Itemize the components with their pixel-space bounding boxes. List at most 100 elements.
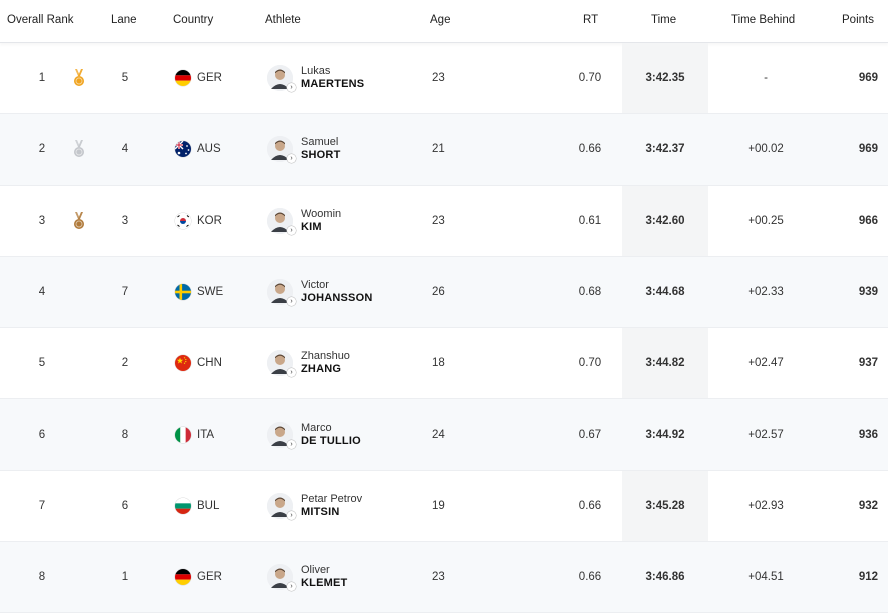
- age-value: 21: [432, 143, 445, 156]
- athlete-last-name[interactable]: KIM: [301, 220, 322, 233]
- athlete-cell[interactable]: › Oliver KLEMET: [267, 564, 348, 592]
- rt-value: 0.70: [578, 357, 602, 370]
- table-row[interactable]: 7 6 BUL › Petar Petrov MITSIN 19 0.6: [0, 471, 888, 543]
- points-value: 969: [858, 72, 878, 85]
- country-cell: KOR: [175, 212, 222, 229]
- table-row[interactable]: 2 4 AUS › Samuel SHORT 21 0.66 3: [0, 114, 888, 186]
- rt-value: 0.66: [578, 143, 602, 156]
- rank-value: 8: [38, 571, 46, 584]
- athlete-first-name[interactable]: Victor: [301, 279, 329, 292]
- athlete-cell[interactable]: › Petar Petrov MITSIN: [267, 492, 363, 520]
- country-code: ITA: [197, 428, 215, 441]
- table-row[interactable]: 3 3 KOR › Woomin KIM 23 0.61 3:4: [0, 186, 888, 257]
- athlete-first-name[interactable]: Petar Petrov: [301, 492, 363, 505]
- points-value: 912: [858, 571, 878, 584]
- country-code: BUL: [197, 499, 220, 512]
- profile-arrow-icon: ›: [287, 297, 296, 307]
- lane-value: 7: [121, 286, 129, 299]
- bulgaria-flag-icon: [175, 497, 191, 514]
- athlete-first-name[interactable]: Oliver: [301, 564, 330, 577]
- rank-value: 2: [38, 143, 46, 156]
- profile-arrow-icon: ›: [287, 582, 296, 592]
- athlete-last-name[interactable]: SHORT: [301, 149, 341, 162]
- header-lane[interactable]: Lane: [111, 14, 137, 26]
- athlete-last-name[interactable]: MAERTENS: [301, 78, 365, 91]
- person-icon: [267, 421, 293, 448]
- header-rt[interactable]: RT: [583, 14, 599, 26]
- header-athlete[interactable]: Athlete: [265, 14, 301, 26]
- athlete-first-name[interactable]: Lukas: [301, 65, 331, 78]
- athlete-avatar[interactable]: ›: [267, 564, 296, 592]
- profile-arrow-icon: ›: [287, 83, 296, 93]
- athlete-avatar[interactable]: ›: [267, 279, 296, 307]
- table-row[interactable]: 5 2 CHN › Zhanshuo ZHANG 18 0.70: [0, 328, 888, 400]
- profile-arrow-icon: ›: [287, 225, 296, 235]
- rank-value: 1: [38, 72, 46, 85]
- header-points[interactable]: Points: [842, 14, 874, 26]
- person-icon: [267, 207, 293, 234]
- korea-flag-icon: [175, 212, 191, 229]
- person-icon: [267, 65, 293, 92]
- athlete-avatar[interactable]: ›: [267, 207, 296, 235]
- athlete-avatar[interactable]: ›: [267, 65, 296, 93]
- athlete-avatar[interactable]: ›: [267, 350, 296, 378]
- athlete-avatar[interactable]: ›: [267, 421, 296, 449]
- table-row[interactable]: 8 1 GER › Oliver KLEMET 23 0.66: [0, 542, 888, 613]
- lane-value: 3: [121, 214, 129, 227]
- table-row[interactable]: 4 7 SWE › Victor JOHANSSON 26 0.68: [0, 256, 888, 329]
- rt-value: 0.66: [578, 499, 602, 512]
- lane-value: 1: [121, 571, 129, 584]
- athlete-last-name[interactable]: MITSIN: [301, 505, 340, 518]
- header-overall-rank[interactable]: Overall Rank: [7, 14, 74, 26]
- country-code: KOR: [197, 214, 222, 227]
- athlete-first-name[interactable]: Marco: [301, 421, 332, 434]
- country-code: GER: [197, 72, 222, 85]
- time-behind-value: +02.57: [748, 428, 784, 441]
- time-behind-value: +00.02: [748, 143, 784, 156]
- country-cell: ITA: [175, 426, 215, 443]
- time-behind-value: +02.93: [748, 499, 784, 512]
- athlete-last-name[interactable]: JOHANSSON: [301, 292, 373, 305]
- country-cell: SWE: [175, 284, 223, 301]
- athlete-first-name[interactable]: Zhanshuo: [301, 350, 350, 363]
- athlete-avatar[interactable]: ›: [267, 492, 296, 520]
- athlete-last-name[interactable]: KLEMET: [301, 577, 348, 590]
- country-cell: AUS: [175, 141, 221, 158]
- points-value: 966: [858, 214, 878, 227]
- athlete-last-name[interactable]: ZHANG: [301, 363, 342, 376]
- rt-value: 0.70: [578, 72, 602, 85]
- person-icon: [267, 279, 293, 306]
- athlete-avatar[interactable]: ›: [267, 136, 296, 164]
- header-time-behind[interactable]: Time Behind: [731, 14, 796, 26]
- italy-flag-icon: [175, 426, 191, 443]
- lane-value: 8: [121, 428, 129, 441]
- header-age[interactable]: Age: [430, 14, 451, 26]
- header-country[interactable]: Country: [173, 14, 214, 26]
- age-value: 18: [432, 357, 445, 370]
- age-value: 23: [432, 72, 445, 85]
- table-header: Overall Rank Lane Country Athlete Age RT…: [0, 0, 888, 43]
- header-time[interactable]: Time: [651, 14, 677, 26]
- person-icon: [267, 492, 293, 519]
- athlete-cell[interactable]: › Zhanshuo ZHANG: [267, 350, 350, 378]
- athlete-cell[interactable]: › Victor JOHANSSON: [267, 279, 373, 307]
- rt-value: 0.67: [578, 428, 602, 441]
- rank-value: 6: [38, 428, 46, 441]
- athlete-cell[interactable]: › Woomin KIM: [267, 207, 342, 235]
- table-body: 1 5 GER › Lukas MAERTENS 23 0.70: [0, 43, 888, 613]
- athlete-cell[interactable]: › Samuel SHORT: [267, 136, 341, 164]
- time-value: 3:44.82: [645, 357, 685, 370]
- time-behind-value: +04.51: [748, 571, 784, 584]
- time-value: 3:44.92: [645, 428, 685, 441]
- table-row[interactable]: 6 8 ITA › Marco DE TULLIO 24 0.67: [0, 399, 888, 471]
- athlete-last-name[interactable]: DE TULLIO: [301, 434, 361, 447]
- country-cell: GER: [175, 70, 222, 87]
- athlete-first-name[interactable]: Samuel: [301, 136, 339, 149]
- time-value: 3:42.60: [645, 214, 685, 227]
- athlete-cell[interactable]: › Marco DE TULLIO: [267, 421, 361, 449]
- athlete-cell[interactable]: › Lukas MAERTENS: [267, 65, 365, 93]
- athlete-first-name[interactable]: Woomin: [301, 207, 342, 220]
- table-row[interactable]: 1 5 GER › Lukas MAERTENS 23 0.70: [0, 43, 888, 115]
- age-value: 23: [432, 214, 445, 227]
